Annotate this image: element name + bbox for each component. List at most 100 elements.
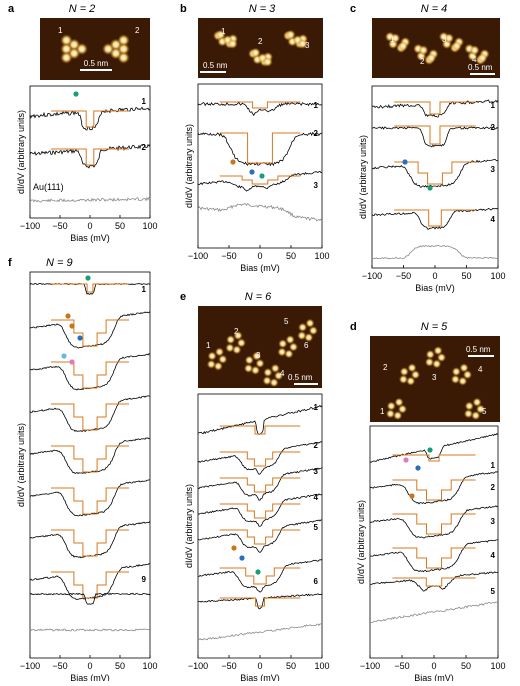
fit-curve <box>394 125 476 145</box>
fit-curve <box>219 529 301 545</box>
fit-curve <box>394 209 476 227</box>
reference-curve <box>197 623 323 641</box>
curve-number: 3 <box>314 181 319 190</box>
spectrum-curve <box>29 521 151 559</box>
x-tick-label: −50 <box>394 661 409 671</box>
site-number: 1 <box>58 26 63 35</box>
panel-f: f N = 9 −100 −50 0 50 100 Bias (mV) dI/dV (arbit… <box>8 257 158 683</box>
site-number: 1 <box>221 27 226 36</box>
curve-number: 1 <box>491 461 496 470</box>
y-axis-label: dI/dV (arbitrary units) <box>16 423 26 507</box>
stm-blob <box>117 51 130 64</box>
reference-label: Au(111) <box>33 182 64 192</box>
x-axis-label: Bias (mV) <box>414 673 454 681</box>
stm-blob <box>308 326 318 336</box>
plot-frame <box>29 85 151 219</box>
fit-curve <box>51 283 129 293</box>
stm-blob <box>263 367 273 377</box>
panel-b: b N = 3 1 2 3 0.5 nm −100 −50 0 50 100 Bias (mV) dI/… <box>180 3 330 273</box>
spectrum-curve <box>29 353 151 391</box>
curve-number: 2 <box>491 123 496 132</box>
state-marker-dot <box>61 353 67 359</box>
panel-title: N = 2 <box>69 3 96 15</box>
stm-image-d: 1 2 3 4 5 0.5 nm <box>370 336 500 422</box>
curve-number: 5 <box>491 587 496 596</box>
spectrum-curve <box>197 467 323 501</box>
curve-number: 4 <box>491 551 496 560</box>
panel-letter: e <box>180 291 186 303</box>
stm-blob <box>288 342 298 352</box>
stm-blob <box>277 347 287 357</box>
stm-blob <box>236 338 246 348</box>
fit-curve <box>219 567 301 585</box>
x-axis-label: Bias (mV) <box>70 233 110 243</box>
site-number: 1 <box>206 341 211 350</box>
panel-title: N = 4 <box>421 3 448 15</box>
fit-curve <box>219 101 301 109</box>
scale-bar-label: 0.5 nm <box>84 59 109 68</box>
curve-number: 2 <box>142 143 147 152</box>
curve-number: 1 <box>142 97 147 106</box>
state-marker-dot <box>415 465 421 471</box>
reference-curve <box>197 203 323 222</box>
fit-curve <box>219 132 301 164</box>
panel-letter: a <box>8 3 15 15</box>
curve-number: 1 <box>314 101 319 110</box>
stm-blob <box>432 359 442 369</box>
spectrum-curve <box>197 131 323 167</box>
stm-blob <box>463 409 473 419</box>
stm-blob <box>226 335 236 345</box>
stm-blob <box>463 370 472 380</box>
stm-blob <box>407 363 417 373</box>
x-tick-label: 100 <box>142 221 157 231</box>
spectrum-curve <box>29 282 151 295</box>
stm-blob <box>285 29 296 40</box>
stm-blob <box>269 378 279 388</box>
x-tick-label: −100 <box>20 661 40 671</box>
stm-blob <box>393 411 403 421</box>
plot-frame <box>29 271 151 659</box>
spectrum-curve <box>29 479 150 517</box>
stm-blob <box>270 363 280 373</box>
stm-blob <box>298 322 308 332</box>
stm-blob <box>255 358 265 368</box>
stm-blob <box>459 363 469 373</box>
stm-blob <box>411 370 420 380</box>
site-number: 3 <box>305 41 310 50</box>
site-number: 5 <box>284 317 289 326</box>
spectrum-curve <box>371 126 499 148</box>
spectrum-curve <box>369 471 499 505</box>
panel-title: N = 9 <box>46 257 73 269</box>
stm-blob <box>218 354 228 364</box>
site-number: 1 <box>390 35 395 44</box>
x-tick-label: 0 <box>87 221 92 231</box>
stm-blob <box>213 361 223 371</box>
stm-blob <box>304 332 314 342</box>
fit-curve <box>219 597 301 607</box>
stm-blob <box>225 343 235 353</box>
site-number: 4 <box>280 369 285 378</box>
spectrum-curve <box>29 437 151 475</box>
stm-blob <box>262 376 272 386</box>
x-tick-label: −50 <box>52 221 67 231</box>
site-number: 3 <box>256 351 261 360</box>
reference-curve <box>29 196 151 203</box>
stm-blob <box>305 318 315 328</box>
x-tick-label: 50 <box>461 271 471 281</box>
state-marker-dot <box>403 457 409 463</box>
spectrum-curve <box>197 404 323 435</box>
x-tick-label: −50 <box>221 661 236 671</box>
stm-blob <box>206 359 216 369</box>
stm-blob <box>406 376 416 386</box>
stm-blob <box>398 374 408 384</box>
stm-image-e: 1 2 3 4 5 6 0.5 nm <box>198 306 322 388</box>
x-tick-label: 0 <box>431 661 436 671</box>
panel-title: N = 3 <box>249 3 276 15</box>
y-axis-label: dI/dV (arbitrary units) <box>184 124 194 208</box>
curve-number: 1 <box>142 285 147 294</box>
panel-d: d N = 5 1 2 3 4 5 0.5 nm −100 −50 0 50 100 Bias (mV) d… <box>350 321 506 683</box>
fit-curve <box>51 487 129 515</box>
reference-curve <box>369 601 499 623</box>
curve-number: 5 <box>314 523 319 532</box>
stm-blob <box>60 43 73 55</box>
